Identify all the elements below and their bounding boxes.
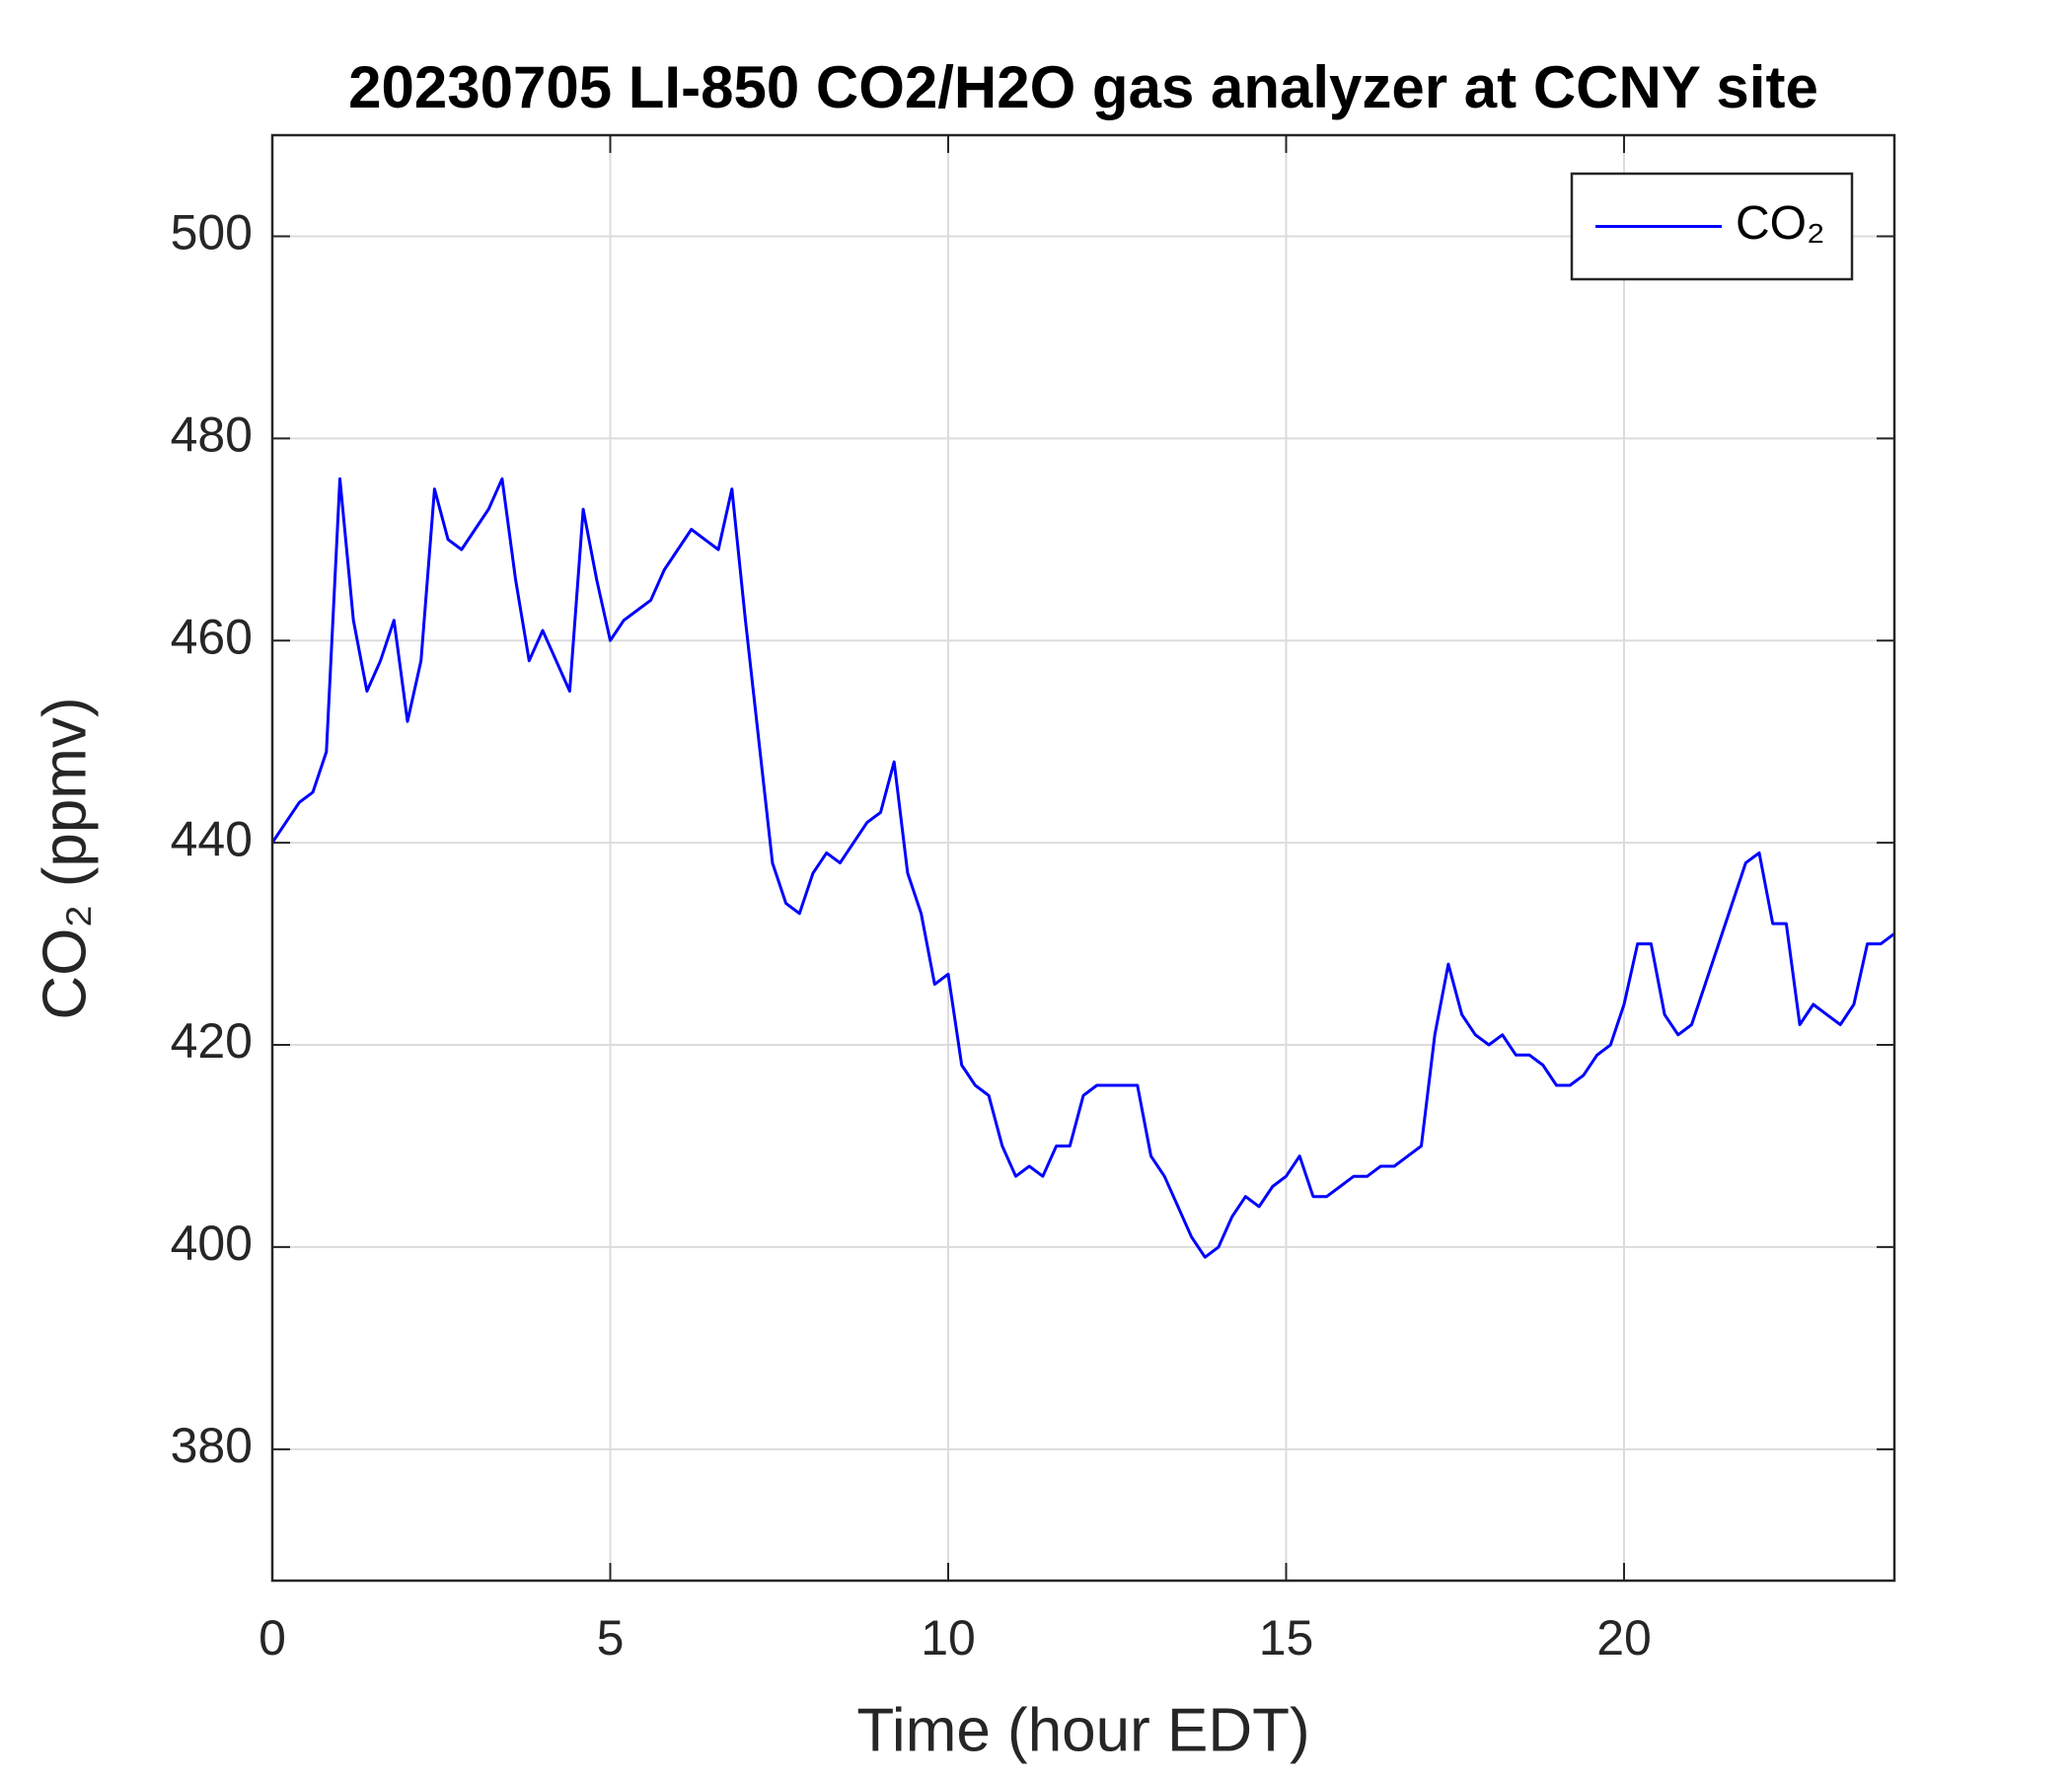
y-tick-label: 440 — [171, 811, 253, 866]
y-tick-label: 460 — [171, 609, 253, 664]
x-tick-label: 15 — [1259, 1610, 1314, 1665]
x-tick-label: 10 — [921, 1610, 976, 1665]
x-tick-label: 0 — [259, 1610, 286, 1665]
data-line — [270, 477, 1895, 1259]
y-tick-label: 400 — [171, 1216, 253, 1271]
plot-frame — [270, 133, 1896, 1583]
y-tick-label: 500 — [171, 205, 253, 260]
y-tick-label: 380 — [171, 1418, 253, 1473]
x-tick-label: 5 — [597, 1610, 625, 1665]
y-tick-label: 420 — [171, 1013, 253, 1069]
y-tick-label: 480 — [171, 407, 253, 463]
legend-label: CO₂ — [1736, 197, 1825, 250]
chart-title: 20230705 LI-850 CO2/H2O gas analyzer at … — [348, 54, 1818, 120]
y-axis-label: CO₂ (ppmv) — [31, 697, 99, 1019]
x-axis-label: Time (hour EDT) — [856, 1696, 1309, 1764]
x-tick-label: 20 — [1596, 1610, 1652, 1665]
